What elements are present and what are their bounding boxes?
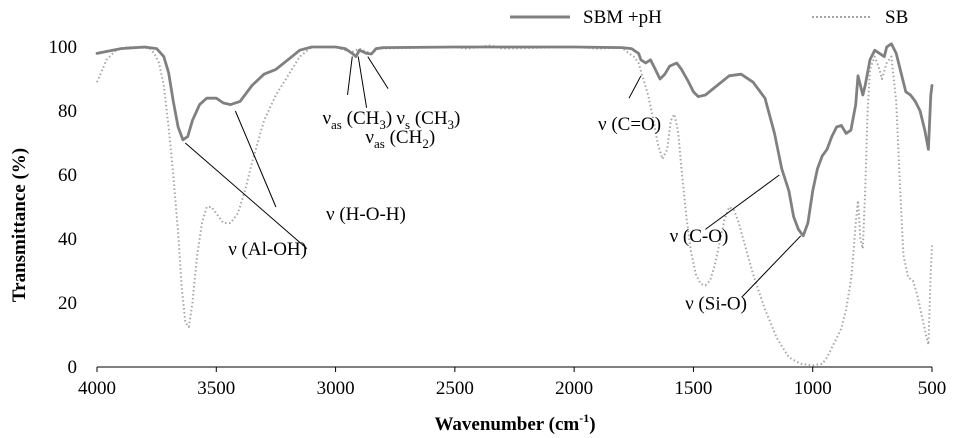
series-layer	[95, 42, 934, 367]
annotation-leader-line	[347, 56, 353, 96]
annotation-leader-line	[628, 75, 642, 99]
y-tick-label: 40	[58, 229, 77, 250]
annotation-leader-line	[705, 174, 780, 230]
x-axis-title-sup: -1	[579, 411, 589, 425]
annotation-label: νs (CH3)	[396, 108, 460, 132]
y-tick-label: 0	[68, 357, 78, 378]
x-tick-label: 500	[918, 378, 947, 399]
y-tick-label: 100	[49, 37, 78, 58]
axes: 4000 3500 3000 2500 2000 1500 1000 500 0 20 40 60 80…	[49, 37, 947, 399]
x-tick-label: 2000	[555, 378, 593, 399]
legend-label-sb: SB	[885, 7, 908, 28]
x-axis-title-main: Wavenumber (cm	[434, 414, 579, 435]
legend-label-sbm-ph: SBM +pH	[583, 7, 662, 28]
series-line-sbm-ph	[95, 42, 934, 238]
x-axis-title: Wavenumber (cm-1)	[434, 411, 595, 435]
x-tick-label: 3000	[317, 378, 355, 399]
annotation-layer: ν (Al-OH) ν (H-O-H) νas (CH3)νas (CH2)νs (…	[184, 56, 802, 314]
x-tick-label: 4000	[78, 378, 116, 399]
x-tick-label: 1000	[794, 378, 832, 399]
annotation-leader-line	[741, 235, 802, 297]
y-tick-label: 20	[58, 293, 77, 314]
annotation-leader-line	[367, 56, 389, 89]
annotation-label: νas (CH2)	[365, 127, 435, 151]
annotation-leader-line	[184, 142, 308, 249]
annotation-label: ν (C-O)	[670, 226, 729, 247]
annotation-label: ν (Al-OH)	[228, 239, 307, 260]
y-axis-title: Transmittance (%)	[9, 148, 30, 302]
annotation-label: ν (Si-O)	[685, 293, 747, 314]
x-tick-label: 1500	[674, 378, 712, 399]
annotation-label: ν (C=O)	[598, 114, 661, 135]
legend: SBM +pH SB	[510, 7, 908, 28]
annotation-label: ν (H-O-H)	[326, 204, 406, 225]
annotation-leader-line	[357, 56, 368, 108]
y-tick-label: 80	[58, 101, 77, 122]
annotation-label: νas (CH3)	[322, 108, 392, 132]
x-tick-label: 3500	[197, 378, 235, 399]
x-tick-label: 2500	[436, 378, 474, 399]
annotation-leader-line	[234, 110, 277, 208]
y-tick-label: 60	[58, 165, 77, 186]
x-axis-title-end: )	[589, 414, 595, 435]
series-line-sb	[96, 44, 933, 367]
